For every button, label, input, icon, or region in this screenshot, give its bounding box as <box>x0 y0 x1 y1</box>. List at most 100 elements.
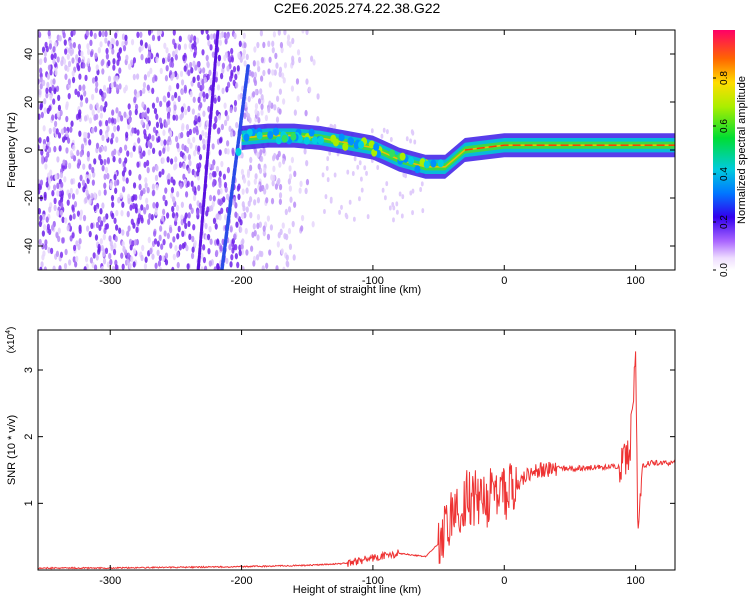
spectrogram-noise-dot <box>223 181 228 189</box>
spectrogram-x-tick-label: -300 <box>99 275 121 287</box>
spectrogram-noise-dot <box>94 126 98 133</box>
spectrogram-noise-dot <box>144 256 148 263</box>
spectrogram-noise-dot <box>158 171 162 178</box>
spectrogram-noise-dot <box>40 261 44 268</box>
spectrogram-noise-dot <box>254 108 258 115</box>
spectrogram-noise-dot <box>158 254 162 262</box>
spectrogram-noise-dot <box>47 146 52 154</box>
spectrogram-noise-dot <box>169 158 174 165</box>
spectrogram-noise-dot <box>236 65 240 72</box>
spectrogram-noise-dot <box>108 43 113 50</box>
spectrogram-noise-dot <box>193 150 197 157</box>
colorbar-label: Normalized spectral amplitude <box>736 76 748 224</box>
spectrogram-noise-dot <box>228 243 232 251</box>
spectrogram-noise-dot <box>118 67 122 74</box>
spectrogram-noise-dot <box>230 69 234 77</box>
spectrogram-noise-dot <box>124 34 128 41</box>
spectrogram-noise-dot <box>106 172 110 180</box>
spectrogram-noise-dot <box>218 149 222 156</box>
snr-axes: -300 -200 -100 0 100 1 2 3 <box>23 330 675 587</box>
spectrogram-noise-dot <box>204 131 208 139</box>
spectrogram-noise-dot <box>159 30 163 35</box>
spectrogram-noise-dot <box>56 210 60 217</box>
spectrogram-noise-dot <box>352 216 356 222</box>
spectrogram-noise-dot <box>219 245 223 252</box>
spectrogram-noise-dot <box>241 201 245 208</box>
spectrogram-noise-dot <box>380 133 384 139</box>
spectrogram-noise-dot <box>234 211 238 218</box>
spectrogram-noise-dot <box>180 88 184 95</box>
spectrogram-ridge-blob <box>389 149 396 158</box>
spectrogram-noise-dot <box>268 100 272 107</box>
spectrogram-noise-dot <box>155 96 160 104</box>
spectrogram-noise-dot <box>218 170 222 178</box>
spectrogram-noise-dot <box>107 59 111 67</box>
spectrogram-noise-dot <box>305 78 309 85</box>
spectrogram-noise-dot <box>281 72 285 79</box>
spectrogram-noise-dot <box>93 264 98 270</box>
spectrogram-noise-dot <box>392 217 395 223</box>
spectrogram-noise-dot <box>59 209 64 216</box>
spectrogram-noise-dot <box>140 44 144 51</box>
spectrogram-noise-dot <box>308 86 312 93</box>
spectrogram-noise-dot <box>147 140 151 147</box>
spectrogram-noise-dot <box>115 107 119 114</box>
spectrogram-noise-dot <box>312 59 316 66</box>
spectrogram-plot-area <box>38 30 675 270</box>
spectrogram-noise-dot <box>219 188 223 195</box>
spectrogram-noise-dot <box>88 198 92 205</box>
spectrogram-noise-dot <box>405 136 409 142</box>
spectrogram-noise-dot <box>258 185 263 193</box>
spectrogram-noise-dot <box>94 86 99 94</box>
spectrogram-noise-dot <box>187 105 191 113</box>
spectrogram-noise-dot <box>293 201 297 208</box>
spectrogram-noise-dot <box>282 77 286 84</box>
spectrogram-noise-dot <box>198 202 202 209</box>
spectrogram-noise-dot <box>189 142 193 149</box>
spectrogram-noise-dot <box>309 55 314 62</box>
spectrogram-noise-dot <box>64 217 68 224</box>
spectrogram-noise-dot <box>188 233 192 241</box>
spectrogram-noise-dot <box>158 234 162 242</box>
spectrogram-noise-dot <box>202 256 207 264</box>
spectrogram-noise-dot <box>75 255 79 263</box>
spectrogram-noise-dot <box>56 56 60 63</box>
spectrogram-noise-dot <box>207 162 211 169</box>
spectrogram-noise-dot <box>57 104 62 112</box>
spectrogram-ridge-blob <box>267 131 274 140</box>
spectrogram-noise-dot <box>213 266 217 270</box>
spectrogram-noise-dot <box>48 206 52 213</box>
spectrogram-noise-dot <box>304 187 308 195</box>
spectrogram-noise-dot <box>207 40 211 47</box>
spectrogram-noise-dot <box>206 61 210 69</box>
spectrogram-noise-dot <box>158 150 162 157</box>
spectrogram-ridge-blob <box>408 156 415 165</box>
spectrogram-noise-dot <box>134 207 139 214</box>
spectrogram-noise-dot <box>183 154 187 162</box>
spectrogram-x-tick-label: 0 <box>501 275 507 287</box>
spectrogram-ridge-blob <box>273 127 280 136</box>
spectrogram-noise-dot <box>226 166 231 174</box>
spectrogram-noise-dot <box>284 208 288 216</box>
spectrogram-noise-dot <box>333 172 337 178</box>
spectrogram-noise-dot <box>166 156 170 163</box>
spectrogram-noise-dot <box>88 163 92 170</box>
spectrogram-noise-dot <box>228 125 232 133</box>
spectrogram-noise-dot <box>167 173 171 180</box>
spectrogram-noise-dot <box>69 150 74 157</box>
spectrogram-noise-dot <box>290 156 295 164</box>
spectrogram-noise-dot <box>98 224 102 231</box>
snr-y-axis-label: SNR (10 * v/v) <box>6 415 18 485</box>
spectrogram-noise-dot <box>240 168 245 176</box>
spectrogram-noise-dot <box>126 210 130 218</box>
spectrogram-noise-dot <box>201 83 205 91</box>
spectrogram-noise-dot <box>47 30 51 37</box>
spectrogram-noise-dot <box>42 138 47 146</box>
spectrogram-noise-dot <box>186 263 190 270</box>
spectrogram-noise-dot <box>153 107 158 115</box>
spectrogram-noise-dot <box>130 38 135 46</box>
spectrogram-noise-dot <box>151 87 155 95</box>
spectrogram-noise-dot <box>192 96 196 103</box>
spectrogram-noise-dot <box>112 155 116 163</box>
spectrogram-noise-dot <box>93 32 97 40</box>
